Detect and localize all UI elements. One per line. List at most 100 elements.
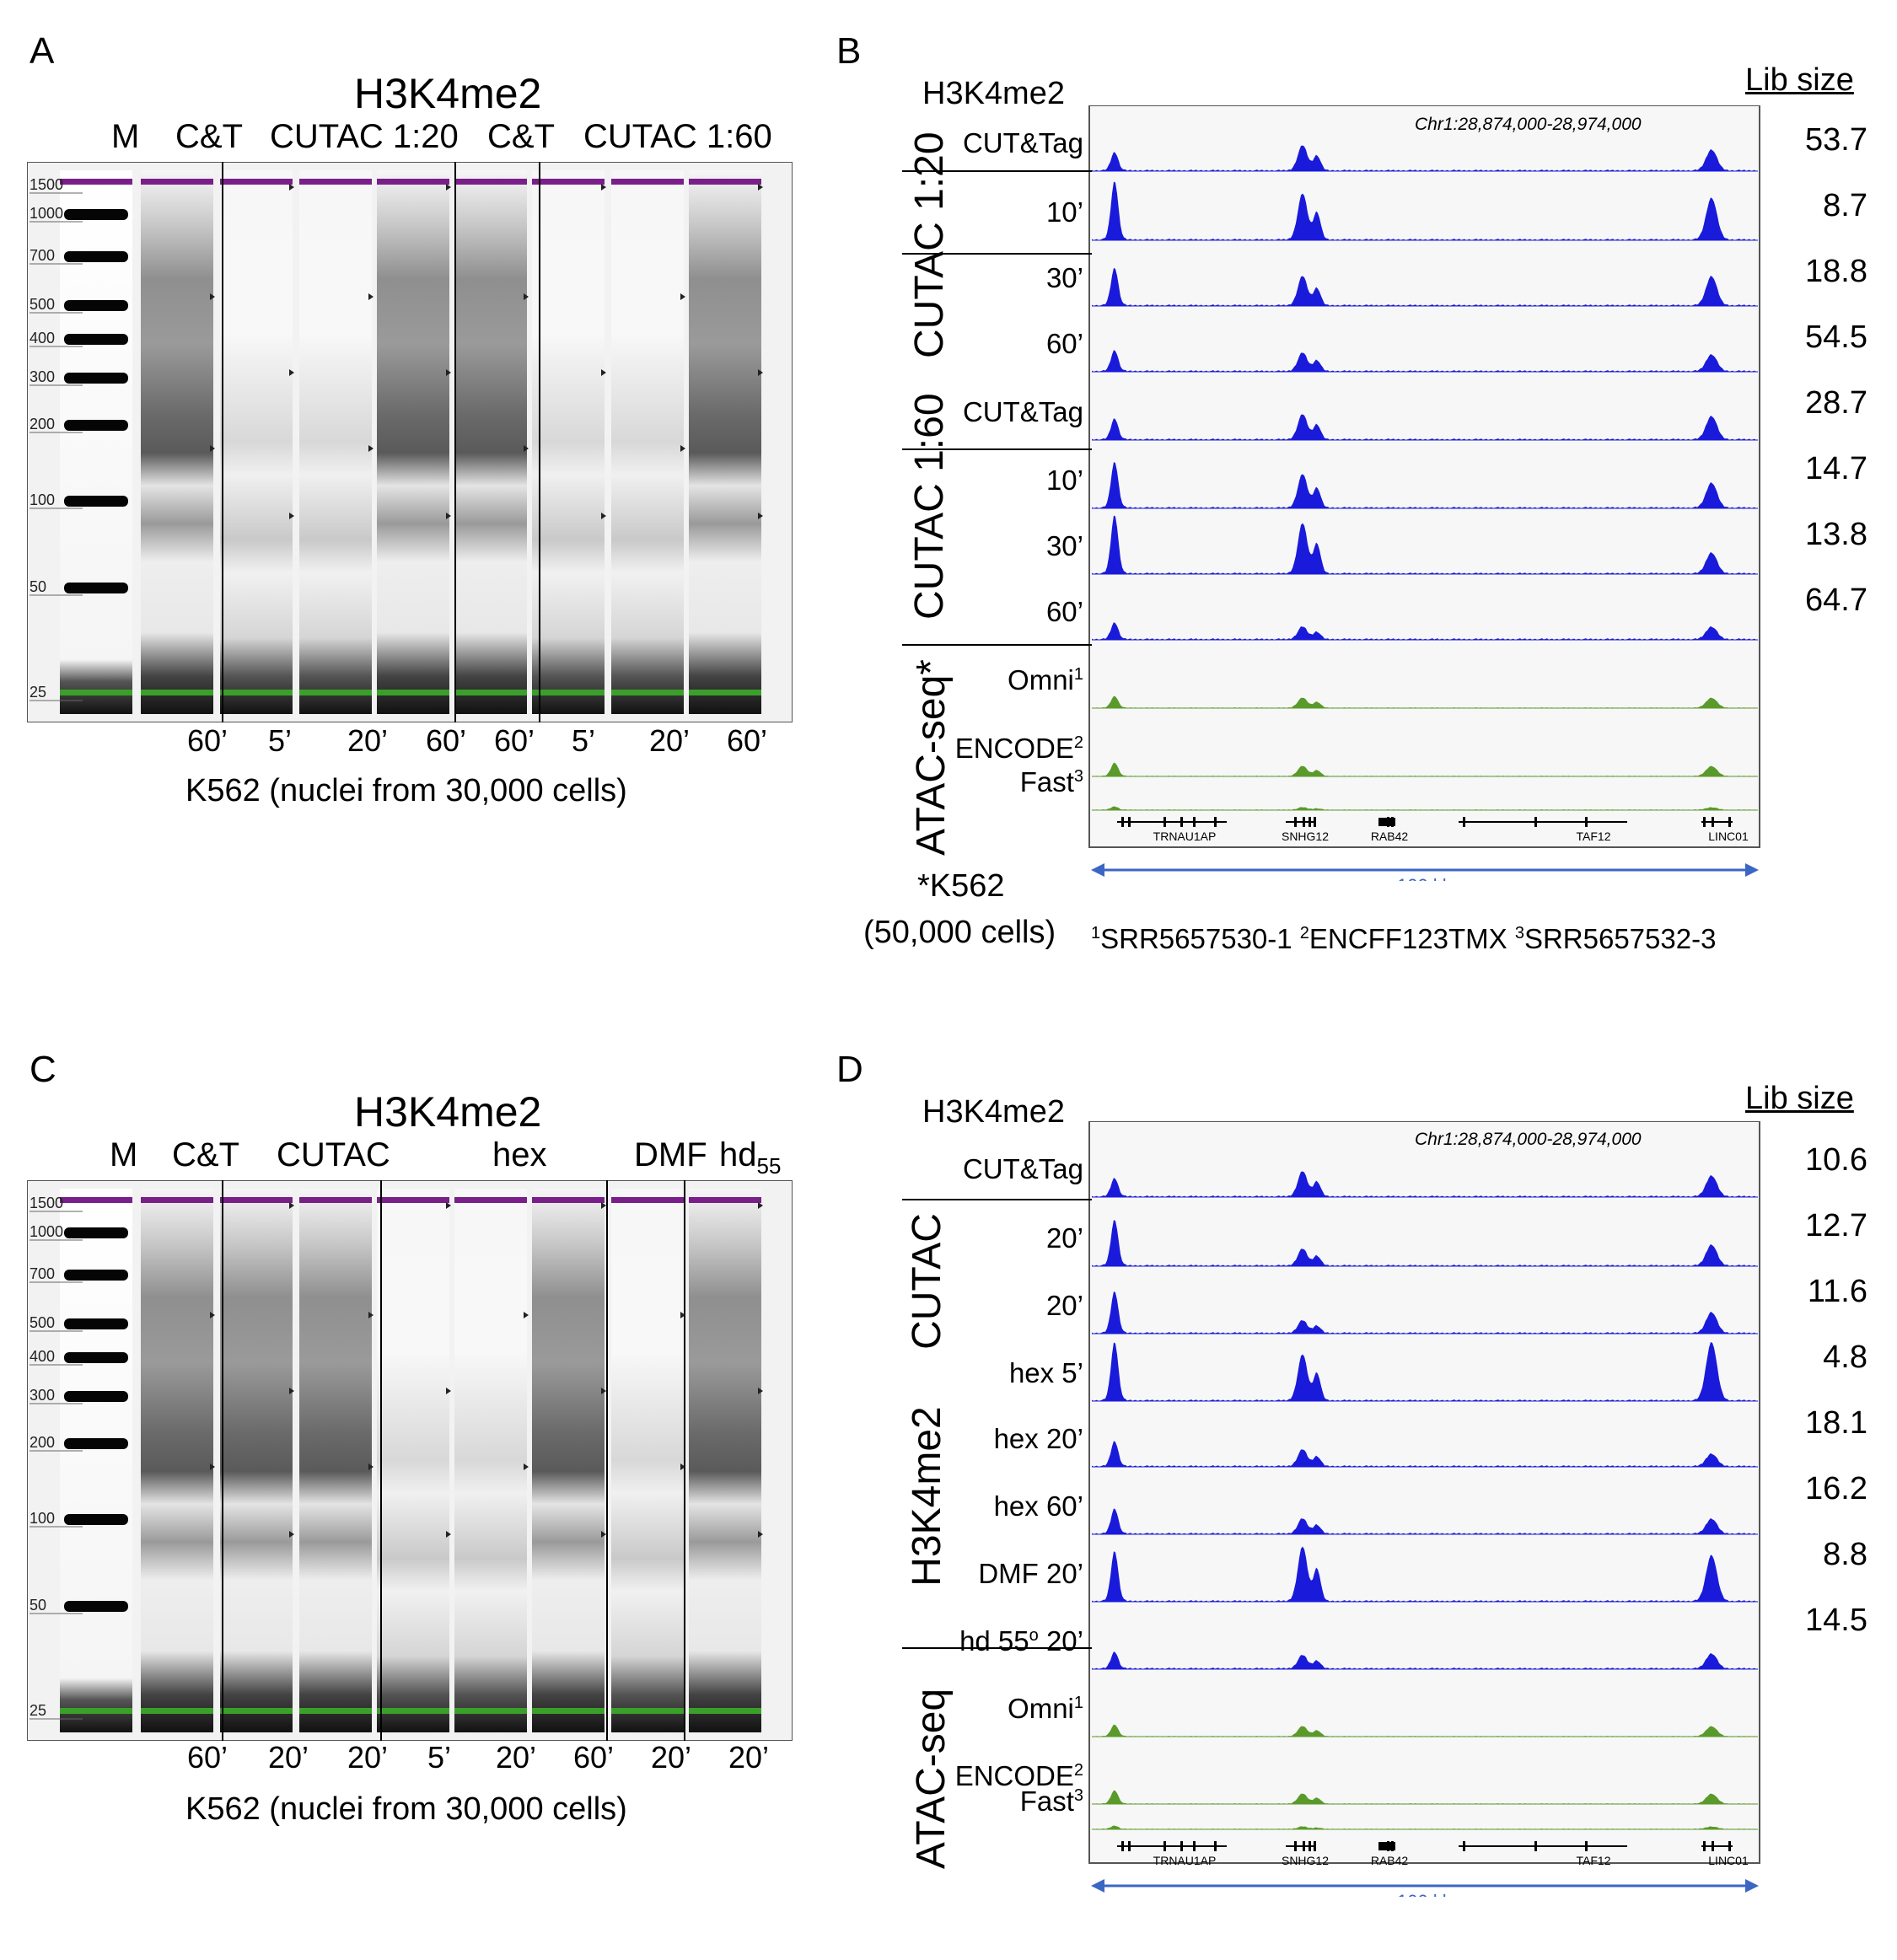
ladder-band [64, 1438, 128, 1449]
gel-lane [299, 170, 372, 714]
panel-d-group-h3k4me2-text: H3K4me2 [905, 1406, 949, 1587]
track-label: Omni1 [1008, 1693, 1083, 1724]
peak-marker-arrow [680, 445, 685, 452]
footnote-id-3: SRR5657532-3 [1524, 923, 1717, 954]
panel-b-lib-header: Lib size [1745, 62, 1854, 98]
peak-marker-arrow [446, 184, 451, 191]
peak-marker-arrow [446, 1388, 451, 1394]
ladder-tick-label: 400 [30, 330, 55, 346]
exon [1378, 1842, 1395, 1850]
lower-marker-band [532, 1708, 605, 1714]
panel-b-track-title: H3K4me2 [922, 76, 1065, 111]
ladder-band [64, 420, 128, 431]
track-label: 60’ [1045, 596, 1083, 627]
ladder-band [64, 209, 128, 220]
track-label: 60’ [1045, 328, 1083, 359]
ladder-band [64, 1227, 128, 1238]
peak-marker-arrow [289, 1388, 294, 1394]
exon [1163, 1841, 1166, 1851]
exon [1712, 817, 1714, 827]
panel-a-header-ct1: C&T [175, 118, 243, 155]
peak-marker-arrow [210, 1312, 215, 1318]
peak-marker-arrow [601, 513, 606, 519]
ladder-band [64, 373, 128, 384]
exon [1703, 817, 1706, 827]
ladder-tick-label: 300 [30, 368, 55, 385]
exon [1463, 1841, 1465, 1851]
track-label: 30’ [1045, 530, 1083, 561]
peak-marker-arrow [601, 1531, 606, 1538]
panel-a-time-3: 20’ [347, 723, 389, 758]
lib-size-value: 28.7 [1805, 385, 1867, 421]
track-label-sup: 3 [1073, 767, 1083, 786]
track-label-sup: 1 [1073, 665, 1083, 684]
panel-d-group-atac-text: ATAC-seq [909, 1688, 954, 1870]
panel-b-group-cutac160-text: CUTAC 1:60 [907, 393, 952, 620]
track-label: ENCODE2 [954, 733, 1083, 764]
browser-frame [1088, 105, 1760, 848]
exon [1128, 817, 1131, 827]
peak-marker-arrow [446, 1531, 451, 1538]
panel-c-title: H3K4me2 [354, 1088, 542, 1136]
peak-marker-arrow [210, 445, 215, 452]
lower-marker-band [141, 690, 213, 695]
gene-name: TRNAU1AP [1153, 1854, 1217, 1867]
footnote-sup-2: 2 [1299, 924, 1309, 942]
peak-marker-arrow [758, 184, 763, 191]
exon [1463, 817, 1465, 827]
peak-marker-arrow [289, 1531, 294, 1538]
peak-marker-arrow [601, 369, 606, 376]
panel-b-group-cutac120: CUTAC 1:20 [907, 132, 1001, 358]
panel-a-gel: 1500 1000 700 500 400 300 200 100 50 25 [27, 162, 793, 722]
panel-c-header-ct: C&T [172, 1136, 239, 1173]
panel-c-time-4: 5’ [427, 1740, 452, 1775]
peak-marker-arrow [758, 369, 763, 376]
peak-marker-arrow [524, 445, 529, 452]
track-label: hex 5’ [1008, 1357, 1083, 1388]
lower-marker-band [220, 1708, 293, 1714]
panel-c-time-5: 20’ [496, 1740, 537, 1775]
lib-size-value: 8.8 [1823, 1537, 1867, 1572]
upper-marker-band [454, 179, 527, 185]
lib-size-value: 14.7 [1805, 451, 1867, 486]
browser-frame [1088, 1121, 1760, 1864]
footnote-id-2: ENCFF123TMX [1309, 923, 1507, 954]
peak-marker-arrow [524, 293, 529, 300]
lower-marker-band [689, 690, 761, 695]
panel-a-time-2: 5’ [268, 723, 293, 758]
lib-size-value: 11.6 [1807, 1274, 1867, 1309]
peak-marker-arrow [289, 1202, 294, 1209]
peak-marker-arrow [601, 1202, 606, 1209]
lower-marker-band [454, 1708, 527, 1714]
track-label: DMF 20’ [978, 1558, 1083, 1589]
exon [1378, 818, 1395, 826]
ladder-tick-label: 300 [30, 1387, 55, 1404]
panel-b-group-cutac120-text: CUTAC 1:20 [907, 132, 952, 358]
peak-marker-arrow [758, 513, 763, 519]
track-label: Omni1 [1008, 664, 1083, 695]
lower-marker-band [377, 1708, 449, 1714]
ladder-tick-label: 1000 [30, 1223, 63, 1240]
peak-marker-arrow [289, 513, 294, 519]
ladder-tick-label: 500 [30, 296, 55, 313]
ladder-band [64, 251, 128, 262]
ladder-tick-label: 400 [30, 1348, 55, 1365]
panel-b-letter: B [836, 30, 862, 72]
lib-size-value: 16.2 [1805, 1471, 1867, 1506]
lower-marker-band [611, 1708, 684, 1714]
upper-marker-band [299, 179, 372, 185]
ladder-tick-label: 50 [30, 578, 46, 595]
panel-a-letter: A [30, 30, 55, 72]
gel-lane [611, 170, 684, 714]
panel-c-header-hd-sub: 55 [756, 1153, 782, 1179]
track-label: CUT&Tag [962, 396, 1083, 427]
panel-d-locus: Chr1:28,874,000-28,974,000 [1415, 1130, 1642, 1149]
scale-arrow-head-right [1745, 863, 1759, 877]
exon [1294, 817, 1297, 827]
exon [1309, 1841, 1311, 1851]
peak-marker-arrow [524, 1463, 529, 1470]
scale-label: 100 kb [1397, 1891, 1453, 1897]
peak-marker-arrow [446, 1202, 451, 1209]
track-label: 30’ [1045, 262, 1083, 293]
upper-marker-band [60, 179, 132, 185]
